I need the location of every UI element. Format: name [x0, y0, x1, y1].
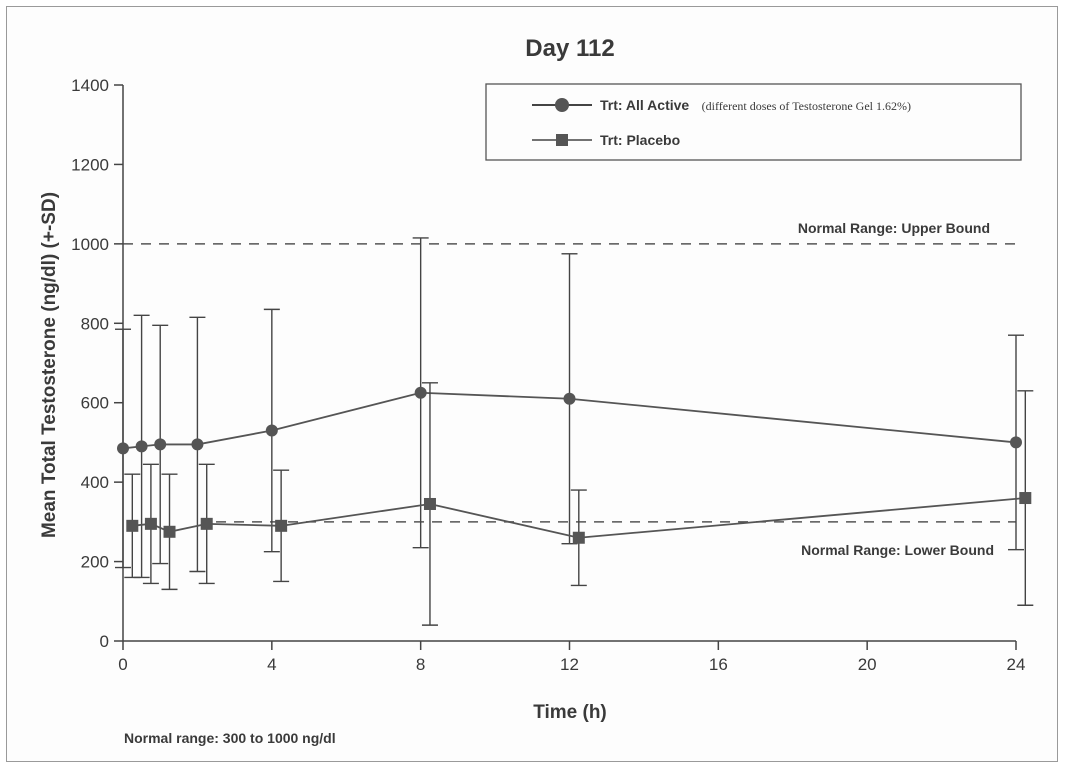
reference-lines: Normal Range: Upper Bound Normal Range: … — [123, 220, 1016, 558]
x-axis-label: Time (h) — [533, 702, 607, 723]
data-point — [191, 438, 204, 451]
y-tick-label: 800 — [81, 314, 109, 333]
legend-label-active: Trt: All Active — [600, 97, 689, 113]
legend-marker-placebo — [556, 134, 568, 146]
x-tick-label: 8 — [416, 655, 425, 674]
y-axis-ticks: 0 200 400 600 800 1000 1200 1400 — [71, 76, 123, 651]
y-tick-label: 1000 — [71, 235, 109, 254]
reference-label-upper: Normal Range: Upper Bound — [798, 220, 990, 236]
series-layer — [115, 237, 1034, 626]
y-tick-label: 600 — [81, 394, 109, 413]
series-active — [115, 237, 1024, 579]
legend-note-active: (different doses of Testosterone Gel 1.6… — [702, 99, 911, 113]
data-point — [1010, 436, 1022, 449]
legend-label-placebo: Trt: Placebo — [600, 132, 680, 148]
x-tick-label: 12 — [560, 655, 579, 674]
footnote: Normal range: 300 to 1000 ng/dl — [124, 730, 336, 746]
data-point — [154, 438, 167, 451]
data-point — [135, 440, 148, 453]
y-tick-label: 200 — [81, 553, 109, 572]
data-point — [572, 531, 585, 544]
reference-label-lower: Normal Range: Lower Bound — [801, 542, 994, 558]
data-point — [144, 517, 157, 530]
y-axis-label: Mean Total Testosterone (ng/dl) (+-SD) — [39, 192, 60, 538]
y-tick-label: 1200 — [71, 155, 109, 174]
data-point — [126, 519, 139, 532]
data-point — [563, 392, 576, 405]
data-point — [265, 424, 278, 437]
legend-box — [485, 83, 1022, 161]
chart-title: Day 112 — [525, 35, 614, 62]
data-point — [1019, 492, 1032, 505]
axes: 0 200 400 600 800 1000 1200 1400 0 4 8 12 16 20 24 — [71, 76, 1025, 674]
y-tick-label: 0 — [100, 632, 109, 651]
data-point — [117, 442, 129, 455]
x-tick-label: 20 — [858, 655, 877, 674]
x-tick-label: 16 — [709, 655, 728, 674]
data-point — [163, 525, 176, 538]
data-point — [275, 519, 288, 532]
x-tick-label: 24 — [1007, 655, 1026, 674]
y-tick-label: 1400 — [71, 76, 109, 95]
y-tick-label: 400 — [81, 473, 109, 492]
x-tick-label: 4 — [267, 655, 276, 674]
legend-text-active: Trt: All Active (different doses of Test… — [600, 97, 911, 114]
x-axis-ticks: 0 4 8 12 16 20 24 — [118, 641, 1025, 674]
legend: Trt: All Active (different doses of Test… — [485, 83, 1022, 161]
data-point — [414, 386, 427, 399]
data-point — [200, 517, 213, 530]
legend-marker-active — [555, 98, 569, 112]
x-tick-label: 0 — [118, 655, 127, 674]
series-placebo — [124, 382, 1034, 626]
data-point — [423, 497, 436, 510]
